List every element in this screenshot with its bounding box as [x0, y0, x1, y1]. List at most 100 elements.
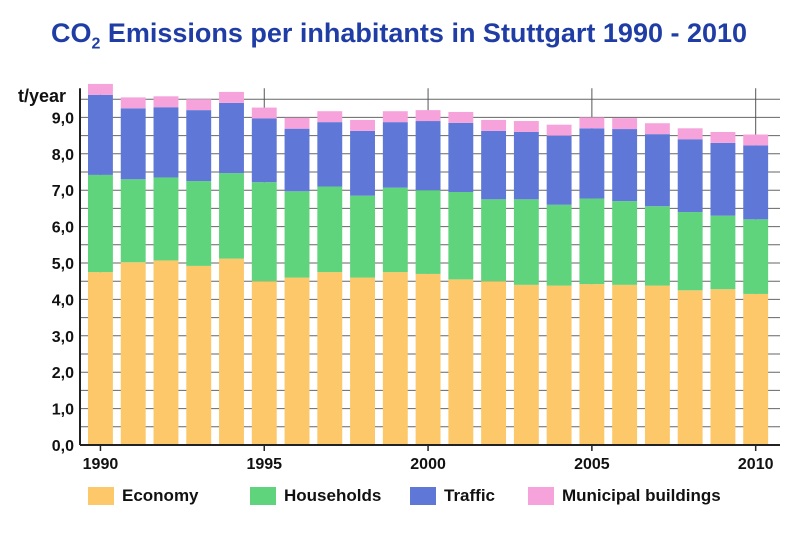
legend-swatch-municipal-buildings: [528, 487, 554, 505]
bar-segment-households: [448, 192, 474, 280]
y-tick-label: 8,0: [52, 147, 74, 164]
bar-segment-municipal-buildings: [88, 83, 113, 95]
bar-segment-households: [481, 199, 507, 282]
legend-item-municipal-buildings: Municipal buildings: [528, 484, 721, 508]
bars: [88, 83, 769, 445]
bar-segment-economy: [481, 281, 507, 445]
bar-segment-municipal-buildings: [743, 134, 769, 146]
y-tick-labels: 0,0 1,0 2,0 3,0 4,0 5,0 6,0 7,0 8,0 9,0: [52, 110, 74, 455]
bar-segment-municipal-buildings: [186, 99, 212, 111]
x-tick-label: 2005: [574, 456, 610, 473]
bar-segment-municipal-buildings: [415, 110, 441, 122]
y-tick-label: 6,0: [52, 220, 74, 237]
bar-segment-households: [284, 191, 310, 278]
legend-label-economy: Economy: [122, 486, 199, 505]
bar-segment-economy: [284, 277, 310, 445]
axes: [79, 88, 780, 446]
bar-segment-households: [186, 181, 212, 266]
bar-segment-municipal-buildings: [710, 131, 736, 143]
legend: Economy Households Traffic Municipal bui…: [88, 484, 788, 512]
bar-segment-traffic: [284, 128, 310, 192]
bar-segment-traffic: [350, 130, 375, 196]
bar-segment-municipal-buildings: [317, 111, 343, 123]
bar-segment-traffic: [710, 142, 736, 216]
bar-segment-municipal-buildings: [546, 124, 572, 136]
bar-segment-traffic: [743, 145, 769, 220]
legend-label-municipal-buildings: Municipal buildings: [562, 486, 721, 505]
bar-segment-traffic: [317, 122, 343, 187]
legend-item-traffic: Traffic: [410, 484, 495, 508]
bar-segment-traffic: [251, 118, 277, 183]
x-tick-label: 1990: [83, 456, 119, 473]
bar-segment-traffic: [677, 139, 703, 213]
title-subscript: 2: [91, 35, 101, 53]
bar-segment-economy: [415, 273, 441, 445]
bar-segment-economy: [382, 272, 408, 445]
bar-segment-households: [317, 186, 343, 273]
bar-segment-traffic: [513, 131, 539, 200]
y-tick-label: 9,0: [52, 110, 74, 127]
bar-segment-households: [219, 173, 244, 259]
bar-segment-traffic: [382, 122, 408, 188]
bar-segment-households: [120, 179, 146, 263]
bar-segment-economy: [153, 260, 179, 445]
bar-segment-municipal-buildings: [481, 119, 507, 131]
bar-segment-traffic: [219, 102, 244, 174]
bar-segment-municipal-buildings: [612, 118, 638, 130]
y-axis-unit-label: t/year: [18, 86, 66, 106]
bar-segment-traffic: [186, 110, 212, 182]
bar-segment-households: [710, 215, 736, 290]
bar-segment-traffic: [481, 130, 507, 200]
x-tick-label: 1995: [246, 456, 282, 473]
bar-segment-traffic: [644, 134, 670, 207]
bar-segment-economy: [350, 277, 375, 445]
bar-segment-economy: [448, 279, 474, 445]
bar-segment-economy: [579, 284, 605, 445]
bar-segment-municipal-buildings: [350, 119, 375, 131]
y-tick-label: 4,0: [52, 292, 74, 309]
title-prefix: CO: [50, 18, 92, 48]
bar-segment-economy: [513, 284, 539, 445]
bar-segment-households: [88, 174, 113, 273]
bar-segment-households: [415, 190, 441, 274]
bar-segment-households: [612, 201, 638, 285]
bar-segment-municipal-buildings: [284, 117, 310, 129]
y-tick-label: 2,0: [52, 365, 74, 382]
legend-swatch-households: [250, 487, 276, 505]
bar-segment-households: [251, 182, 277, 282]
bar-segment-economy: [612, 284, 638, 445]
bar-segment-traffic: [448, 122, 474, 193]
x-tick-label: 2010: [738, 456, 774, 473]
bar-segment-traffic: [612, 129, 638, 202]
bar-segment-municipal-buildings: [120, 97, 146, 109]
legend-label-traffic: Traffic: [444, 486, 496, 505]
bar-segment-economy: [251, 281, 277, 445]
bar-segment-households: [546, 204, 572, 286]
y-tick-label: 5,0: [52, 256, 74, 273]
bar-segment-households: [579, 198, 605, 285]
bar-segment-municipal-buildings: [513, 121, 539, 132]
bar-segment-economy: [743, 293, 769, 445]
legend-swatch-economy: [88, 487, 114, 505]
bar-segment-households: [153, 177, 179, 261]
bar-segment-households: [644, 206, 670, 286]
bar-segment-households: [513, 199, 539, 285]
bar-segment-economy: [120, 262, 146, 445]
bar-segment-municipal-buildings: [382, 111, 408, 123]
bar-segment-households: [350, 195, 375, 278]
bar-segment-economy: [677, 290, 703, 445]
legend-label-households: Households: [284, 486, 382, 505]
stacked-bar-chart: 0,0 1,0 2,0 3,0 4,0 5,0 6,0 7,0 8,0 9,0 1990 1995 2…: [18, 83, 780, 473]
y-tick-label: 3,0: [52, 329, 74, 346]
y-tick-label: 7,0: [52, 183, 74, 200]
legend-item-households: Households: [250, 484, 381, 508]
bar-segment-municipal-buildings: [219, 91, 244, 103]
bar-segment-municipal-buildings: [644, 123, 670, 135]
bar-segment-households: [382, 187, 408, 273]
bar-segment-traffic: [153, 107, 179, 178]
bar-segment-traffic: [120, 108, 146, 180]
bar-segment-traffic: [415, 121, 441, 191]
bar-segment-economy: [710, 289, 736, 445]
bar-segment-traffic: [579, 128, 605, 199]
bar-segment-economy: [546, 285, 572, 445]
